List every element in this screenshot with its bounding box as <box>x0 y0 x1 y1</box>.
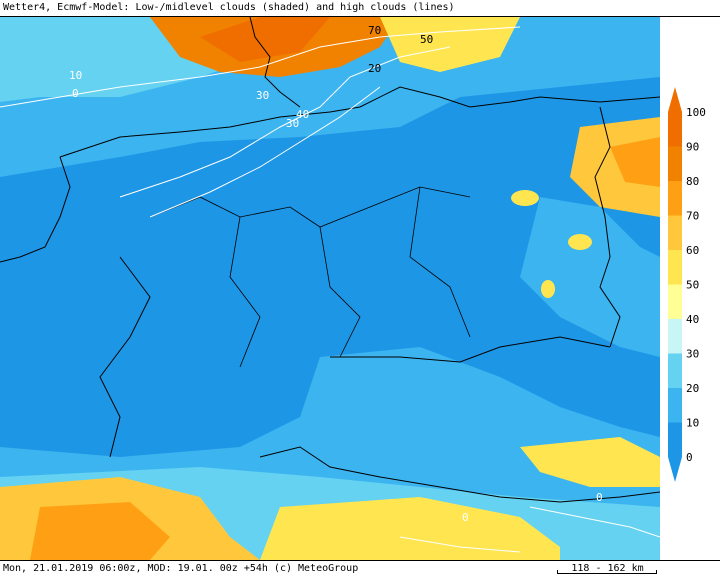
coastline-north <box>0 86 660 263</box>
legend-swatch <box>668 250 682 285</box>
border-alps <box>259 446 660 503</box>
legend-swatch <box>668 388 682 423</box>
map-title: Wetter4, Ecmwf-Model: Low-/midlevel clou… <box>3 2 455 13</box>
legend-level-label: 40 <box>686 313 699 326</box>
high-cloud-line-south <box>399 506 660 553</box>
high-cloud-line-3 <box>149 86 381 218</box>
legend-swatch <box>668 319 682 354</box>
legend-level-label: 70 <box>686 210 699 223</box>
cloud-patch-south-yellow <box>260 497 560 560</box>
state-borders <box>149 186 471 368</box>
contour-labels: 70 50 20 10 0 30 40 30 0 0 <box>69 24 603 524</box>
cloud-patch-east-orange <box>610 137 660 187</box>
legend-swatch <box>668 215 682 250</box>
contour-label: 70 <box>368 24 381 37</box>
legend-level-label: 100 <box>686 106 706 119</box>
map-footer: Mon, 21.01.2019 06:00z, MOD: 19.01. 00z … <box>0 560 720 577</box>
legend-swatch <box>668 284 682 319</box>
legend-swatch <box>668 112 682 147</box>
contour-label: 30 <box>286 117 299 130</box>
color-legend: 0 10 20 30 40 50 60 70 80 90 100 <box>660 17 720 560</box>
cloud-region-east <box>520 197 660 357</box>
high-cloud-line-1 <box>0 26 521 108</box>
cloud-map: 70 50 20 10 0 30 40 30 0 0 <box>0 17 660 560</box>
scale-label: 118 - 162 km <box>571 563 644 574</box>
contour-label: 20 <box>368 62 381 75</box>
cloud-patch-baltic-yellow <box>380 17 520 72</box>
cloud-patch-southwest-orange <box>30 502 170 560</box>
map-canvas: 70 50 20 10 0 30 40 30 0 0 <box>0 17 660 560</box>
contour-label: 40 <box>296 108 309 121</box>
run-info: Mon, 21.01.2019 06:00z, MOD: 19.01. 00z … <box>3 563 359 574</box>
border-south-west <box>99 256 611 458</box>
legend-top-arrow <box>668 87 682 112</box>
high-cloud-line-2 <box>119 46 451 198</box>
cloud-patch-berlin <box>511 190 539 206</box>
legend-level-label: 80 <box>686 175 699 188</box>
contour-label: 0 <box>462 511 469 524</box>
cloud-patch-east-small <box>568 234 592 250</box>
contour-label: 0 <box>72 87 79 100</box>
legend-swatch <box>668 146 682 181</box>
legend-level-label: 20 <box>686 382 699 395</box>
legend-scale: 0 10 20 30 40 50 60 70 80 90 100 <box>668 87 706 482</box>
contour-label: 30 <box>256 89 269 102</box>
legend-swatch <box>668 353 682 388</box>
cloud-patch-east-spot <box>541 280 555 298</box>
legend-level-label: 0 <box>686 451 693 464</box>
legend-level-label: 30 <box>686 348 699 361</box>
cloud-patch-north-dark <box>200 17 330 62</box>
legend-swatch <box>668 181 682 216</box>
legend-bottom-arrow <box>668 457 682 482</box>
contour-label: 0 <box>596 491 603 504</box>
cloud-patch-southeast <box>520 437 660 487</box>
scale-bar <box>557 570 657 574</box>
border-east <box>594 106 621 348</box>
legend-level-label: 10 <box>686 417 699 430</box>
legend-level-label: 90 <box>686 141 699 154</box>
legend-swatch <box>668 422 682 457</box>
legend-level-label: 60 <box>686 244 699 257</box>
contour-label: 50 <box>420 33 433 46</box>
coastline-denmark <box>249 17 301 108</box>
contour-label: 10 <box>69 69 82 82</box>
map-header: Wetter4, Ecmwf-Model: Low-/midlevel clou… <box>0 0 720 17</box>
legend-level-label: 50 <box>686 279 699 292</box>
